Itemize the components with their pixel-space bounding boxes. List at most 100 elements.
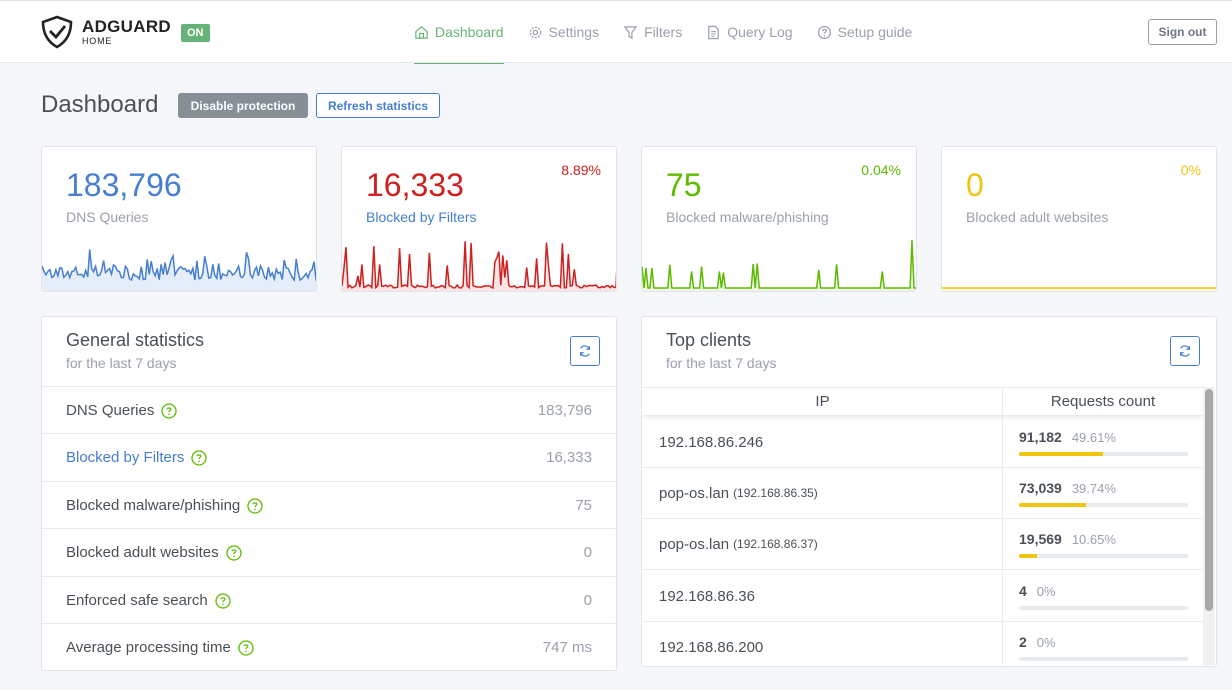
filter-icon xyxy=(623,25,638,39)
nav-label: Settings xyxy=(548,24,600,40)
client-name: 192.168.86.246 xyxy=(659,433,764,451)
sparkline-line xyxy=(42,249,316,283)
column-header-ip[interactable]: IP xyxy=(643,388,1003,415)
help-icon[interactable] xyxy=(238,639,254,656)
sparkline-line xyxy=(342,241,616,290)
stat-row-value: 0 xyxy=(583,544,592,561)
request-percent: 0% xyxy=(1036,584,1056,599)
table-header: IP Requests count xyxy=(643,387,1203,416)
nav-dashboard[interactable]: Dashboard xyxy=(414,1,504,64)
sparkline-area xyxy=(42,249,316,291)
panel-subtitle: for the last 7 days xyxy=(666,355,777,371)
stat-card-blocked-malware: 0.04% 75 Blocked malware/phishing xyxy=(641,146,917,292)
disable-protection-button[interactable]: Disable protection xyxy=(178,93,308,118)
stat-row-blocked-malware: Blocked malware/phishing 75 xyxy=(42,481,616,529)
stat-label: Blocked adult websites xyxy=(966,209,1109,225)
top-header: ADGUARD HOME ON Dashboard Settings Filte… xyxy=(0,0,1232,64)
table-scrollbar[interactable] xyxy=(1203,387,1215,665)
stat-row-value: 75 xyxy=(575,497,592,514)
panel-title: General statistics xyxy=(66,330,205,350)
client-name: pop-os.lan xyxy=(659,484,730,502)
refresh-icon xyxy=(1180,345,1190,357)
stat-value: 16,333 xyxy=(366,167,464,203)
stat-row-dns-queries: DNS Queries 183,796 xyxy=(42,386,616,434)
refresh-button[interactable] xyxy=(1170,336,1200,366)
table-row[interactable]: 192.168.86.36 4 0% xyxy=(643,571,1203,622)
general-statistics-panel: General statistics for the last 7 days D… xyxy=(41,316,617,671)
request-count: 4 xyxy=(1019,583,1027,599)
scrollbar-thumb[interactable] xyxy=(1205,389,1213,611)
gear-icon xyxy=(529,26,541,38)
table-row[interactable]: 192.168.86.200 2 0% xyxy=(643,622,1203,666)
stat-row-value: 0 xyxy=(583,592,592,609)
client-name: pop-os.lan xyxy=(659,535,730,553)
nav-label: Query Log xyxy=(727,24,793,40)
sparkline-chart xyxy=(42,249,316,291)
request-percent: 39.74% xyxy=(1071,481,1116,496)
nav-label: Dashboard xyxy=(435,24,504,40)
help-icon[interactable] xyxy=(191,449,208,466)
refresh-statistics-button[interactable]: Refresh statistics xyxy=(316,93,440,118)
sparkline-chart xyxy=(342,241,616,291)
client-name: 192.168.86.200 xyxy=(659,638,764,656)
home-icon xyxy=(415,25,428,39)
request-percent: 0% xyxy=(1036,635,1056,650)
help-icon[interactable] xyxy=(247,497,263,514)
adguard-logo[interactable]: ADGUARD HOME xyxy=(40,15,171,49)
request-progress-bar xyxy=(1019,452,1188,456)
client-ip: (192.168.86.37) xyxy=(733,537,818,551)
request-progress-bar xyxy=(1019,657,1188,661)
stat-row-value: 16,333 xyxy=(546,449,592,466)
stat-row-value: 747 ms xyxy=(542,639,592,656)
help-icon[interactable] xyxy=(161,402,178,419)
request-count: 91,182 xyxy=(1019,429,1062,445)
sparkline-chart xyxy=(942,287,1216,291)
request-progress-bar xyxy=(1019,503,1188,507)
nav-query-log[interactable]: Query Log xyxy=(706,1,793,63)
help-icon[interactable] xyxy=(215,592,231,609)
stat-row-label: DNS Queries xyxy=(66,402,155,419)
stat-row-avg-time: Average processing time 747 ms xyxy=(42,623,616,670)
stat-percent: 8.89% xyxy=(561,162,601,178)
stat-card-dns-queries: 183,796 DNS Queries xyxy=(41,146,317,292)
logo-title: ADGUARD xyxy=(82,17,171,36)
nav-filters[interactable]: Filters xyxy=(623,1,682,63)
column-header-requests[interactable]: Requests count xyxy=(1050,393,1156,410)
request-progress-bar xyxy=(1019,606,1188,610)
stat-percent: 0% xyxy=(1180,162,1201,178)
sign-out-button[interactable]: Sign out xyxy=(1148,19,1217,45)
stat-card-blocked-filters: 8.89% 16,333 Blocked by Filters xyxy=(341,146,617,292)
stat-row-label-link[interactable]: Blocked by Filters xyxy=(66,449,185,466)
table-row[interactable]: pop-os.lan (192.168.86.37) 19,569 10.65% xyxy=(643,519,1203,570)
help-icon[interactable] xyxy=(225,544,242,561)
sparkline-area xyxy=(642,240,916,291)
nav-settings[interactable]: Settings xyxy=(528,1,600,63)
stat-percent: 0.04% xyxy=(861,162,901,178)
stat-label-link[interactable]: Blocked by Filters xyxy=(366,209,477,225)
stat-row-label: Average processing time xyxy=(66,639,231,656)
stat-row-label: Blocked adult websites xyxy=(66,544,219,561)
stat-card-blocked-adult: 0% 0 Blocked adult websites xyxy=(941,146,1217,292)
sparkline-chart xyxy=(642,239,916,291)
nav-setup-guide[interactable]: Setup guide xyxy=(817,1,913,63)
page-title: Dashboard xyxy=(41,91,159,118)
stat-value: 75 xyxy=(666,167,702,203)
stat-row-blocked-adult: Blocked adult websites 0 xyxy=(42,528,616,576)
nav-label: Setup guide xyxy=(837,24,913,40)
logo-subtitle: HOME xyxy=(82,36,113,46)
table-row[interactable]: 192.168.86.246 91,182 49.61% xyxy=(643,417,1203,468)
refresh-button[interactable] xyxy=(570,336,600,366)
top-clients-table: 192.168.86.246 91,182 49.61% pop-os.lan (1… xyxy=(643,387,1203,666)
shield-check-icon xyxy=(41,15,73,49)
request-percent: 49.61% xyxy=(1071,430,1116,445)
client-name: 192.168.86.36 xyxy=(659,587,755,605)
top-clients-panel: Top clients for the last 7 days 192.168.… xyxy=(641,316,1217,667)
table-row[interactable]: pop-os.lan (192.168.86.35) 73,039 39.74% xyxy=(643,468,1203,519)
request-count: 19,569 xyxy=(1019,531,1062,547)
stat-value: 0 xyxy=(966,167,984,203)
stat-label: DNS Queries xyxy=(66,209,149,225)
stat-row-label: Enforced safe search xyxy=(66,592,208,609)
stat-row-label: Blocked malware/phishing xyxy=(66,497,241,514)
stat-row-value: 183,796 xyxy=(537,402,592,419)
request-percent: 10.65% xyxy=(1071,532,1116,547)
